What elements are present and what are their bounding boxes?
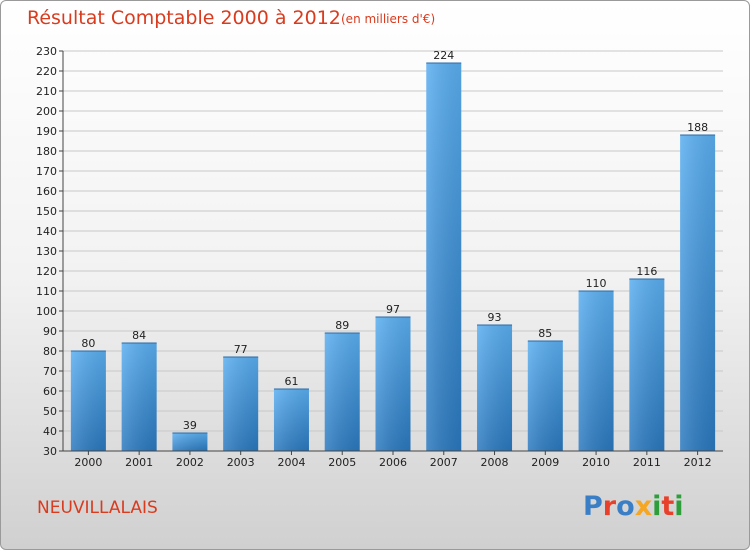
bar-shade bbox=[477, 325, 513, 451]
x-tick-label: 2012 bbox=[684, 456, 712, 469]
commune-name: NEUVILLALAIS bbox=[37, 498, 158, 518]
y-tick-label: 100 bbox=[36, 305, 57, 318]
x-tick-label: 2000 bbox=[74, 456, 102, 469]
logo-letter: x bbox=[634, 491, 653, 522]
x-tick-label: 2005 bbox=[328, 456, 356, 469]
x-tick-label: 2007 bbox=[430, 456, 458, 469]
x-tick-label: 2011 bbox=[633, 456, 661, 469]
logo-letter: i bbox=[652, 491, 662, 522]
proxiti-logo: Proxiti bbox=[583, 491, 684, 522]
x-tick-label: 2010 bbox=[582, 456, 610, 469]
bar-shade bbox=[629, 279, 665, 451]
y-tick-label: 130 bbox=[36, 245, 57, 258]
bar-shade bbox=[375, 317, 411, 451]
data-label: 85 bbox=[538, 327, 552, 340]
x-tick-label: 2001 bbox=[125, 456, 153, 469]
logo-letter: t bbox=[661, 491, 675, 522]
y-tick-label: 180 bbox=[36, 145, 57, 158]
x-tick-label: 2004 bbox=[277, 456, 305, 469]
bar-shade bbox=[578, 291, 614, 451]
data-label: 224 bbox=[433, 49, 454, 62]
y-tick-label: 60 bbox=[43, 385, 57, 398]
x-tick-label: 2008 bbox=[481, 456, 509, 469]
y-tick-label: 170 bbox=[36, 165, 57, 178]
y-tick-label: 50 bbox=[43, 405, 57, 418]
y-tick-label: 90 bbox=[43, 325, 57, 338]
y-tick-label: 230 bbox=[36, 45, 57, 58]
y-tick-label: 160 bbox=[36, 185, 57, 198]
data-label: 39 bbox=[183, 419, 197, 432]
y-tick-label: 110 bbox=[36, 285, 57, 298]
bar-shade bbox=[70, 351, 106, 451]
y-tick-label: 70 bbox=[43, 365, 57, 378]
y-tick-label: 200 bbox=[36, 105, 57, 118]
data-label: 97 bbox=[386, 303, 400, 316]
data-label: 188 bbox=[687, 121, 708, 134]
data-label: 110 bbox=[586, 277, 607, 290]
y-tick-label: 30 bbox=[43, 445, 57, 458]
x-tick-label: 2006 bbox=[379, 456, 407, 469]
data-label: 116 bbox=[636, 265, 657, 278]
bar-shade bbox=[223, 357, 259, 451]
y-tick-label: 120 bbox=[36, 265, 57, 278]
data-label: 61 bbox=[284, 375, 298, 388]
chart-title: Résultat Comptable 2000 à 2012 bbox=[27, 7, 341, 29]
bar-shade bbox=[172, 433, 208, 451]
y-tick-label: 80 bbox=[43, 345, 57, 358]
y-tick-label: 150 bbox=[36, 205, 57, 218]
bar-shade bbox=[680, 135, 716, 451]
y-tick-label: 40 bbox=[43, 425, 57, 438]
bar-shade bbox=[121, 343, 157, 451]
y-tick-label: 210 bbox=[36, 85, 57, 98]
logo-letter: o bbox=[616, 491, 635, 522]
bar-shade bbox=[426, 63, 462, 451]
data-label: 89 bbox=[335, 319, 349, 332]
bar-shade bbox=[324, 333, 360, 451]
data-label: 80 bbox=[81, 337, 95, 350]
data-label: 77 bbox=[234, 343, 248, 356]
logo-letter: r bbox=[602, 491, 617, 522]
x-tick-label: 2003 bbox=[227, 456, 255, 469]
y-tick-label: 140 bbox=[36, 225, 57, 238]
logo-letter: i bbox=[674, 491, 684, 522]
chart-subtitle: (en milliers d'€) bbox=[341, 12, 436, 26]
x-tick-label: 2009 bbox=[531, 456, 559, 469]
y-tick-label: 190 bbox=[36, 125, 57, 138]
logo-letter: P bbox=[583, 491, 603, 522]
data-label: 93 bbox=[488, 311, 502, 324]
y-tick-label: 220 bbox=[36, 65, 57, 78]
bar-shade bbox=[273, 389, 309, 451]
x-tick-label: 2002 bbox=[176, 456, 204, 469]
bar-shade bbox=[527, 341, 563, 451]
data-label: 84 bbox=[132, 329, 146, 342]
